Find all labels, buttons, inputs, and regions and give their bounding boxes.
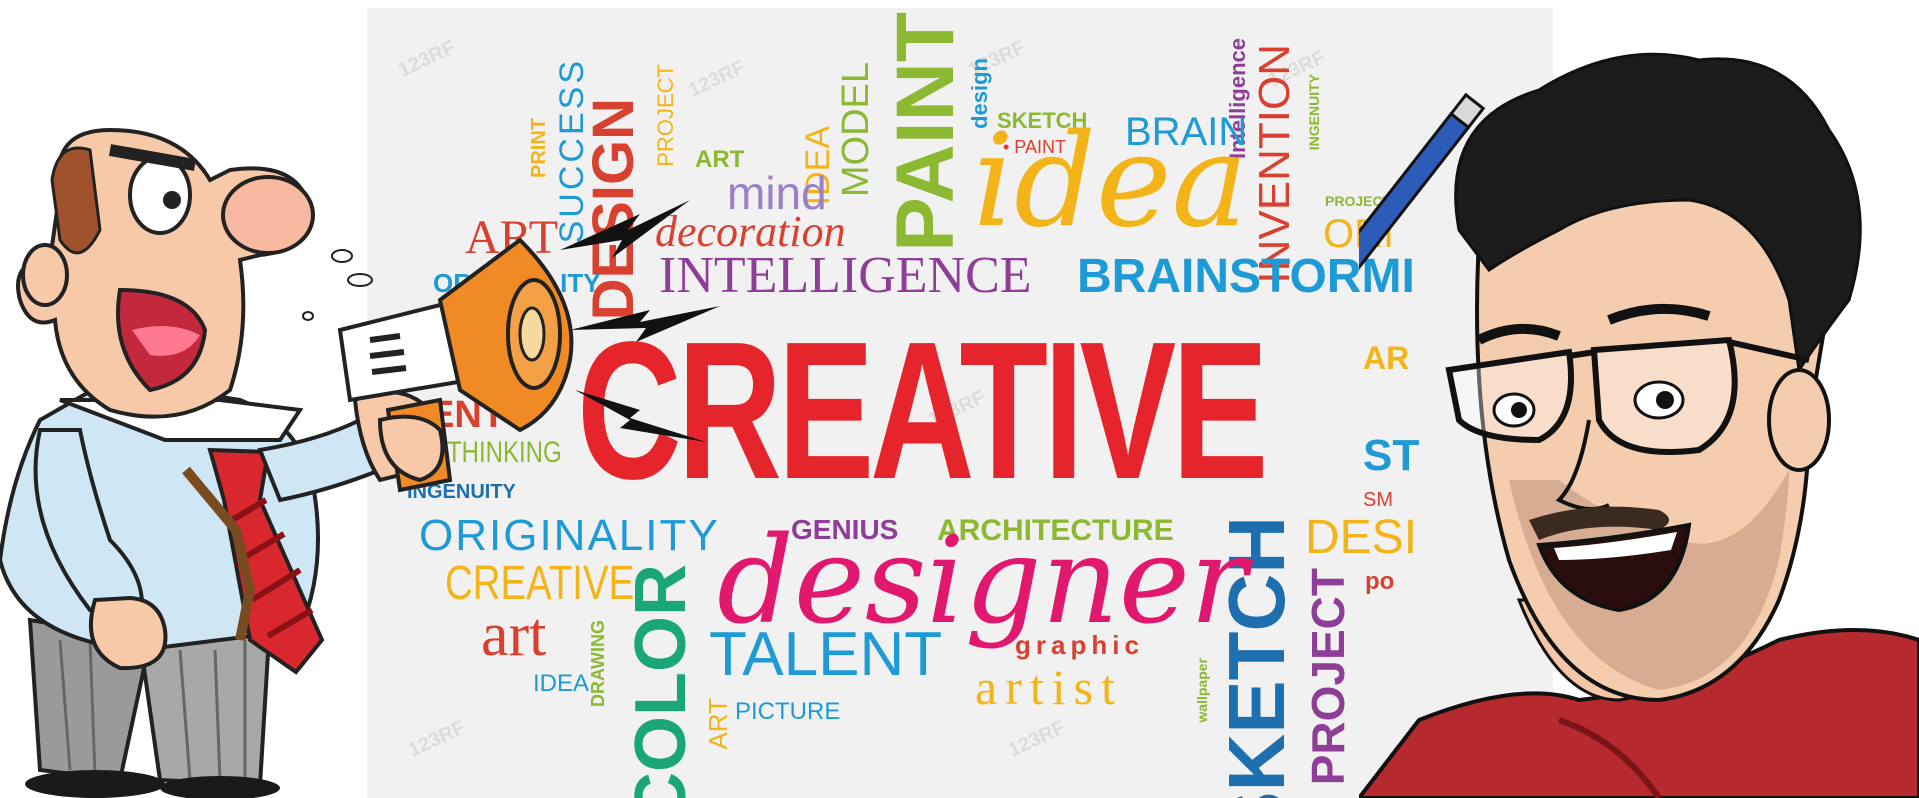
word-originality: ORIGINALITY [419,511,720,560]
word-talent: TALENT [709,620,943,689]
word-architecture: ARCHITECTURE [937,514,1174,547]
word-sm-right: SM [1363,489,1393,511]
word-idea-small: IDEA [533,670,590,697]
word-designer: designer [717,512,1248,651]
creative-headline: CREATIVE [577,301,1269,520]
word-design-right: DESI [1305,511,1418,564]
word-genius: GENIUS [791,514,899,545]
word-mind: mind [727,167,827,219]
word-sketch-small: SKETCH [997,108,1088,133]
word-idea-script: idea [973,107,1248,256]
word-picture: PICTURE [735,698,841,725]
word-ar-right: AR [1363,340,1410,376]
word-creative-small: CREATIVE [445,557,635,610]
word-brain: BRAIN [1125,110,1248,154]
word-decoration: decoration [655,207,846,256]
word-art-lower: art [481,601,547,669]
word-thinking: THINKING [447,436,562,469]
word-po-right: po [1365,568,1395,595]
word-ingenuity: INGENUITY [407,481,516,503]
angry-man-illustration [0,127,574,798]
word-st-right: ST [1363,431,1420,480]
word-artist: artist [975,659,1123,715]
artist-illustration [1359,52,1919,798]
word-art-top: ART [695,146,745,173]
word-paint-small: • PAINT [1003,137,1066,157]
word-project-small: PROJECT [1325,193,1392,209]
word-intelligence: INTELLIGENCE [659,247,1032,304]
word-graphic: graphic [1015,630,1144,660]
